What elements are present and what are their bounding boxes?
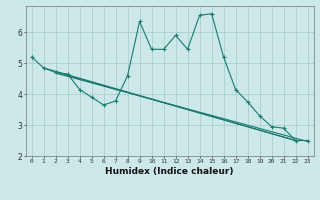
X-axis label: Humidex (Indice chaleur): Humidex (Indice chaleur)	[105, 167, 234, 176]
